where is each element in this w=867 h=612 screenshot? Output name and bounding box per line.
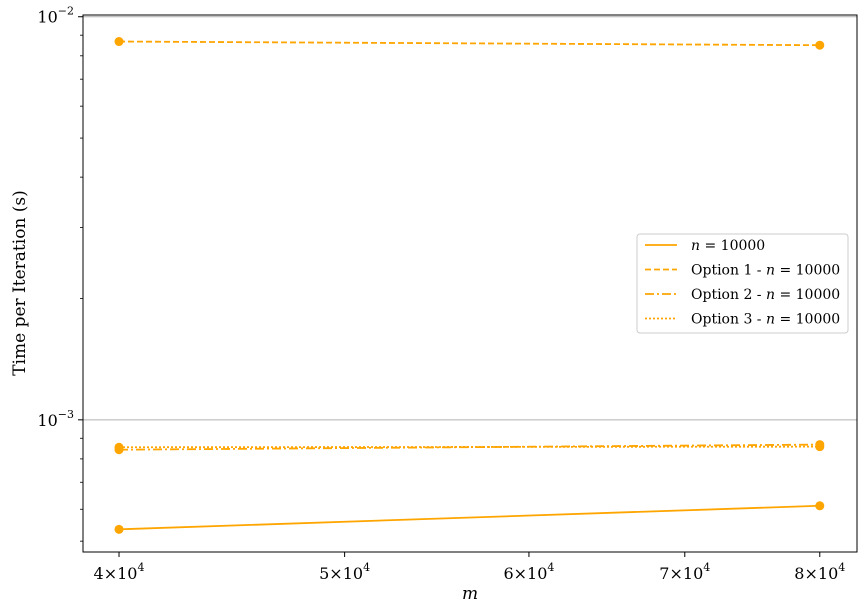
y-tick-label: 10−2 bbox=[37, 5, 74, 27]
x-tick-label: 7×104 bbox=[659, 561, 710, 583]
series-line bbox=[119, 443, 820, 451]
data-point bbox=[815, 40, 825, 50]
y-tick-label: 10−3 bbox=[37, 408, 74, 430]
data-point bbox=[815, 442, 825, 452]
data-point bbox=[114, 37, 124, 47]
x-tick-label: 4×104 bbox=[94, 561, 145, 583]
legend-label: Option 2 - n = 10000 bbox=[691, 287, 840, 303]
legend-label: Option 3 - n = 10000 bbox=[691, 312, 840, 328]
data-point bbox=[815, 501, 825, 511]
data-point bbox=[114, 524, 124, 534]
plot-frame bbox=[82, 14, 858, 553]
series-4 bbox=[114, 442, 825, 452]
x-tick-label: 5×104 bbox=[319, 561, 370, 583]
axis-layer: 10−3 10−2 4×104 5×104 6×104 7×104 8×104 bbox=[37, 5, 845, 583]
legend-box bbox=[636, 233, 849, 334]
legend-label: n = 10000 bbox=[691, 238, 765, 254]
series-line bbox=[118, 504, 820, 531]
data-point bbox=[114, 442, 124, 452]
series-2 bbox=[114, 37, 825, 50]
series-line bbox=[119, 445, 820, 449]
y-axis-title: Time per Iteration (s) bbox=[10, 190, 30, 376]
x-tick-label: 6×104 bbox=[503, 561, 554, 583]
legend: n = 10000 Option 1 - n = 10000 Option 2 - … bbox=[636, 233, 849, 334]
x-tick-label: 8×104 bbox=[794, 561, 845, 583]
legend-label: Option 1 - n = 10000 bbox=[691, 263, 840, 279]
series-1 bbox=[114, 501, 825, 534]
x-axis-title: m bbox=[462, 584, 478, 604]
grid-layer bbox=[83, 16, 857, 421]
series-layer bbox=[114, 37, 825, 534]
